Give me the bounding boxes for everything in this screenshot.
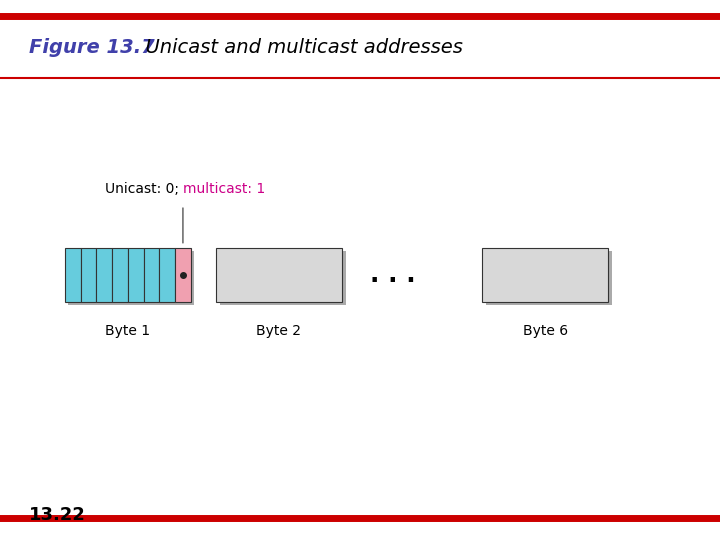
Text: multicast: 1: multicast: 1 <box>183 182 265 196</box>
Text: . . .: . . . <box>369 264 415 287</box>
Text: Byte 1: Byte 1 <box>105 324 150 338</box>
Bar <box>482 248 608 302</box>
Bar <box>65 248 81 302</box>
Text: Unicast and multicast addresses: Unicast and multicast addresses <box>133 38 463 57</box>
Text: Unicast: 0;: Unicast: 0; <box>104 182 183 196</box>
Bar <box>143 248 159 302</box>
Bar <box>175 248 191 302</box>
Bar <box>486 251 612 305</box>
Bar <box>81 248 96 302</box>
Bar <box>220 251 346 305</box>
Text: 13.22: 13.22 <box>29 506 86 524</box>
Bar <box>68 251 194 305</box>
Bar <box>128 248 143 302</box>
Bar <box>159 248 175 302</box>
Text: Byte 6: Byte 6 <box>523 324 568 338</box>
Text: Byte 2: Byte 2 <box>256 324 302 338</box>
Text: Figure 13.7: Figure 13.7 <box>29 38 155 57</box>
Bar <box>216 248 342 302</box>
Bar <box>96 248 112 302</box>
Bar <box>112 248 128 302</box>
